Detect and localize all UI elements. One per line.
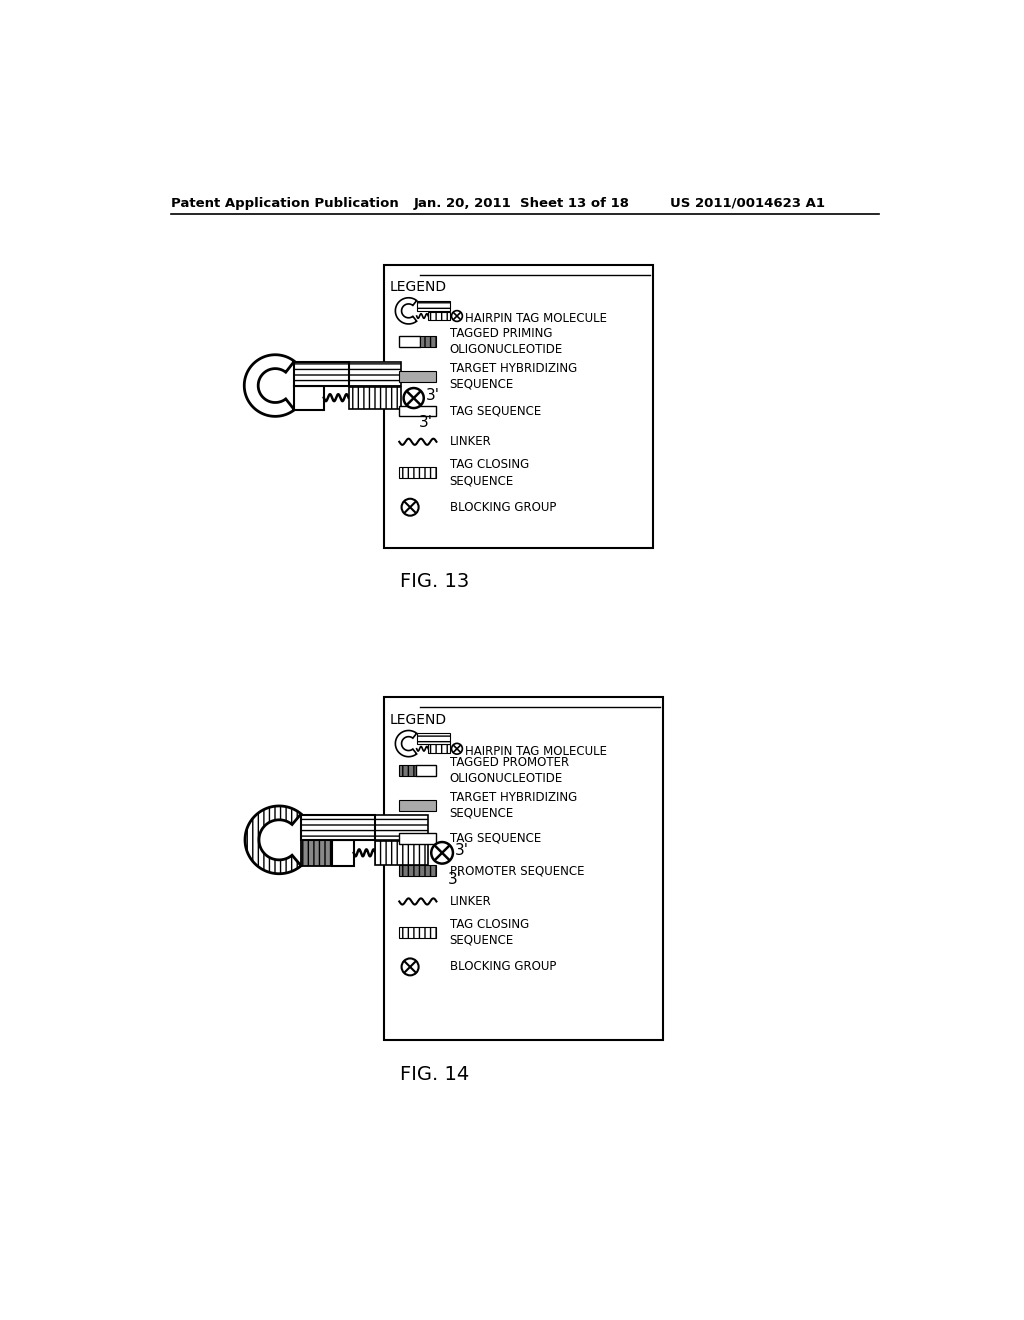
Text: TAG CLOSING
SEQUENCE: TAG CLOSING SEQUENCE xyxy=(450,458,528,487)
Bar xyxy=(416,766,436,776)
Text: 3': 3' xyxy=(449,871,462,887)
Circle shape xyxy=(401,958,419,975)
Circle shape xyxy=(452,310,463,321)
Bar xyxy=(294,385,324,409)
Bar xyxy=(301,814,376,840)
Text: Patent Application Publication: Patent Application Publication xyxy=(171,197,398,210)
Bar xyxy=(399,766,416,776)
Bar xyxy=(399,833,436,843)
Text: BLOCKING GROUP: BLOCKING GROUP xyxy=(450,961,556,973)
Text: 3': 3' xyxy=(456,843,469,858)
Bar xyxy=(399,866,436,876)
Bar xyxy=(384,697,663,1040)
Text: TAG SEQUENCE: TAG SEQUENCE xyxy=(450,404,541,417)
Bar xyxy=(348,362,401,385)
Text: TAGGED PROMOTER
OLIGONUCLEOTIDE: TAGGED PROMOTER OLIGONUCLEOTIDE xyxy=(450,756,568,785)
Bar xyxy=(332,840,353,866)
Text: 3': 3' xyxy=(426,388,440,404)
Polygon shape xyxy=(395,730,417,756)
Text: BLOCKING GROUP: BLOCKING GROUP xyxy=(450,500,556,513)
Text: TAG SEQUENCE: TAG SEQUENCE xyxy=(450,832,541,845)
Text: FIG. 13: FIG. 13 xyxy=(399,572,469,591)
Bar xyxy=(399,467,436,478)
Bar xyxy=(399,371,436,381)
Text: LINKER: LINKER xyxy=(450,895,492,908)
Bar xyxy=(417,301,450,312)
Polygon shape xyxy=(245,355,294,416)
Text: 3': 3' xyxy=(419,414,432,429)
Text: TAG CLOSING
SEQUENCE: TAG CLOSING SEQUENCE xyxy=(450,917,528,946)
Polygon shape xyxy=(245,807,301,874)
Text: FIG. 14: FIG. 14 xyxy=(399,1065,469,1085)
Text: PROMOTER SEQUENCE: PROMOTER SEQUENCE xyxy=(450,865,584,878)
Text: Jan. 20, 2011  Sheet 13 of 18: Jan. 20, 2011 Sheet 13 of 18 xyxy=(414,197,629,210)
Bar xyxy=(384,264,653,548)
Circle shape xyxy=(452,743,463,754)
Circle shape xyxy=(403,388,424,408)
Text: US 2011/0014623 A1: US 2011/0014623 A1 xyxy=(671,197,825,210)
Bar xyxy=(376,841,428,865)
Bar xyxy=(348,387,401,409)
Text: LINKER: LINKER xyxy=(450,436,492,449)
Text: LEGEND: LEGEND xyxy=(390,280,447,294)
Bar xyxy=(301,840,332,866)
Text: TAGGED PRIMING
OLIGONUCLEOTIDE: TAGGED PRIMING OLIGONUCLEOTIDE xyxy=(450,327,563,356)
Polygon shape xyxy=(395,298,417,323)
Circle shape xyxy=(431,842,453,863)
Text: TARGET HYBRIDIZING
SEQUENCE: TARGET HYBRIDIZING SEQUENCE xyxy=(450,362,577,391)
Text: HAIRPIN TAG MOLECULE: HAIRPIN TAG MOLECULE xyxy=(465,312,606,325)
Bar xyxy=(420,337,436,347)
Bar xyxy=(399,337,420,347)
Circle shape xyxy=(401,499,419,516)
Bar xyxy=(428,744,450,754)
Bar xyxy=(399,405,436,416)
Text: HAIRPIN TAG MOLECULE: HAIRPIN TAG MOLECULE xyxy=(465,744,606,758)
Bar xyxy=(399,800,436,810)
Text: TARGET HYBRIDIZING
SEQUENCE: TARGET HYBRIDIZING SEQUENCE xyxy=(450,791,577,820)
Bar xyxy=(417,734,450,743)
Text: LEGEND: LEGEND xyxy=(390,713,447,727)
Bar xyxy=(428,312,450,321)
Bar xyxy=(376,814,428,840)
Bar xyxy=(399,927,436,937)
Bar xyxy=(294,362,348,385)
